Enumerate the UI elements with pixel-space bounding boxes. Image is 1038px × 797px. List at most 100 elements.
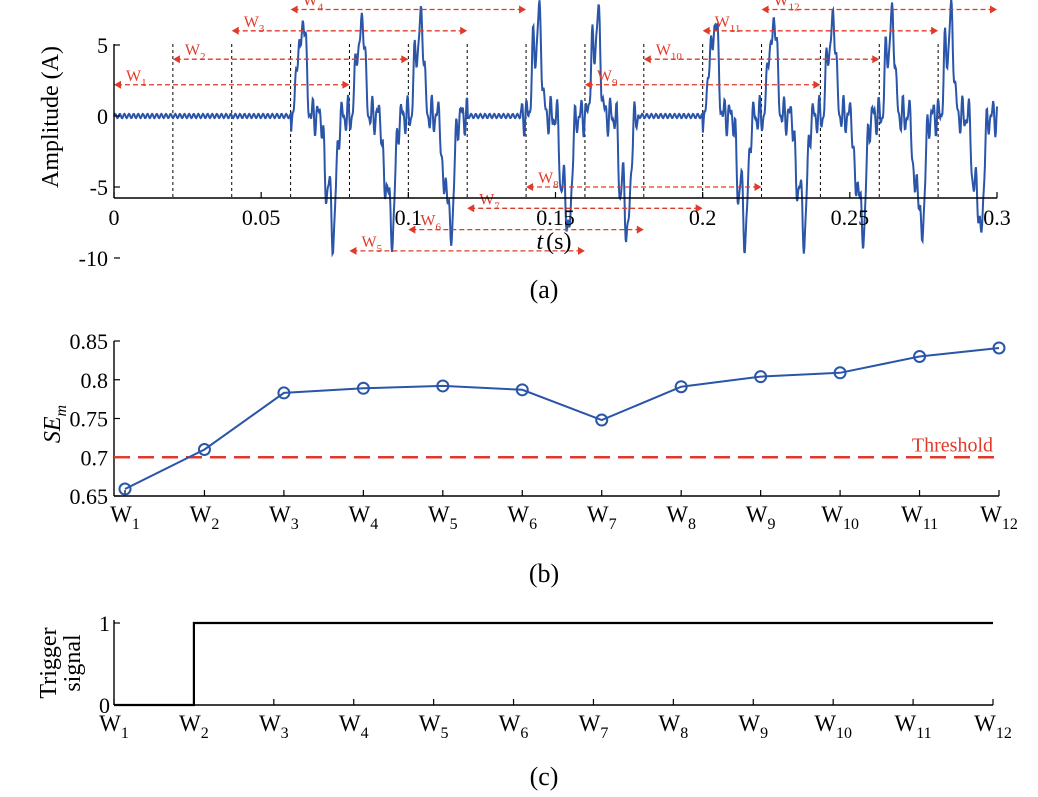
panel-b-x-tick-label-9-sub: 9	[767, 516, 775, 533]
se-point-11	[913, 350, 927, 363]
panel-c-x-tick-label-1-sub: 1	[121, 725, 129, 742]
panel-b-y-tick-label-1: 0.8	[81, 368, 109, 393]
panel-a-x-tick-label-1: 0.05	[242, 205, 281, 230]
se-point-5	[436, 379, 450, 393]
panel-b-x-tick-label-6-sub: 6	[529, 516, 537, 533]
window-label-7-base: W	[479, 191, 495, 208]
window-label-8-sub: 8	[553, 179, 559, 191]
se-point-10	[833, 366, 847, 380]
x-axis-variable: t	[537, 229, 545, 255]
window-label-3: W3	[244, 14, 265, 35]
window-label-7: W7	[479, 191, 500, 212]
window-arrow-head-left-4	[290, 5, 298, 14]
panel-c-x-tick-label-9-sub: 9	[760, 725, 768, 742]
panel-c-x-tick-label-5-base: W	[419, 711, 441, 736]
window-label-3-base: W	[244, 14, 260, 31]
window-arrow-head-right-2	[401, 55, 409, 64]
panel-a-axes: 00.050.10.150.20.250.31050-5-10	[79, 33, 1011, 271]
y-axis-symbol: SE	[40, 416, 66, 443]
window-arrow-head-right-8	[754, 183, 762, 191]
panel-a-x-tick-label-2: 0.1	[395, 205, 423, 230]
panel-b-x-tick-label-8-base: W	[666, 502, 688, 527]
panel-b-x-tick-label-5: W5	[428, 502, 458, 533]
window-label-4: W4	[303, 0, 324, 14]
se-point-2	[197, 443, 211, 456]
trigger-signal-line	[114, 621, 993, 707]
window-label-4-sub: 4	[318, 2, 324, 14]
se-point-1	[118, 482, 132, 496]
panel-c-x-tick-label-2-sub: 2	[201, 725, 209, 742]
panel-b-x-tick-label-10-sub: 10	[843, 516, 859, 533]
panel-c-x-tick-label-1-base: W	[99, 711, 121, 736]
window-label-12-sub: 12	[789, 2, 800, 14]
panel-c-caption: (c)	[530, 762, 559, 791]
window-label-5-sub: 5	[377, 243, 383, 255]
panel-a-x-tick-label-5: 0.25	[831, 205, 870, 230]
window-label-6-base: W	[420, 213, 436, 230]
panel-b-x-tick-label-2-sub: 2	[211, 516, 219, 533]
panel-b-y-tick-label-0: 0.85	[70, 329, 109, 354]
panel-b-x-tick-label-11-base: W	[901, 502, 923, 527]
window-label-2-base: W	[185, 42, 201, 59]
panel-c-x-tick-label-11-base: W	[895, 711, 917, 736]
window-arrow-head-right-10	[872, 55, 880, 64]
panel-b-x-tick-label-5-base: W	[428, 502, 450, 527]
window-arrow-head-left-1	[114, 80, 121, 89]
window-label-10-base: W	[656, 42, 672, 59]
panel-a-caption: (a)	[530, 275, 559, 304]
panel-b-x-tick-label-3: W3	[269, 502, 299, 533]
window-label-12-base: W	[774, 0, 790, 10]
panel-a-y-tick-label-2: 0	[97, 104, 108, 129]
panel-b-x-tick-label-4-base: W	[349, 502, 371, 527]
panel-c-x-tick-label-9-base: W	[738, 711, 760, 736]
window-arrow-head-left-6	[408, 225, 416, 234]
panel-a-y-tick-label-3: -5	[90, 175, 108, 200]
panel-c-x-tick-label-3-base: W	[259, 711, 281, 736]
window-label-12: W12	[774, 0, 800, 14]
window-label-1: W1	[126, 68, 147, 89]
panel-b-x-tick-label-11: W11	[901, 502, 938, 533]
x-axis-unit: (s)	[546, 229, 571, 255]
panel-b-caption: (b)	[529, 559, 559, 588]
window-arrow-head-right-4	[519, 5, 527, 14]
panel-b-x-tick-label-1-sub: 1	[132, 516, 140, 533]
panel-c-y-axis-label-line1: Trigger	[36, 627, 62, 698]
panel-b-x-tick-label-4-sub: 4	[370, 516, 378, 533]
window-arrow-head-right-9	[813, 80, 821, 89]
window-arrow-head-right-7	[695, 204, 703, 213]
se-series-markers	[118, 341, 1006, 496]
panel-b-x-tick-label-12-base: W	[980, 502, 1002, 527]
panel-b-x-tick-label-2-base: W	[190, 502, 212, 527]
se-point-3	[277, 386, 291, 400]
panel-a-x-axis-label: t (s)	[537, 229, 572, 255]
window-arrow-head-right-3	[460, 26, 468, 35]
window-label-9-base: W	[597, 68, 613, 85]
window-label-7-sub: 7	[494, 200, 500, 212]
window-label-5-base: W	[361, 234, 377, 251]
panel-c-x-tick-label-9: W9	[738, 711, 768, 742]
window-label-3-sub: 3	[259, 23, 265, 35]
panel-c-x-tick-label-5: W5	[419, 711, 449, 742]
panel-c-x-tick-label-3-sub: 3	[281, 725, 289, 742]
panel-a-y-axis-label: Amplitude (A)	[38, 46, 64, 188]
panel-c-x-tick-label-7-base: W	[579, 711, 601, 736]
panel-c-x-tick-label-11: W11	[895, 711, 932, 742]
window-arrow-head-right-5	[577, 246, 585, 255]
window-dividers	[172, 44, 939, 198]
panel-c-x-tick-label-10-sub: 10	[836, 725, 852, 742]
panel-c-x-tick-label-4-base: W	[339, 711, 361, 736]
window-label-4-base: W	[303, 0, 319, 10]
window-label-8-base: W	[538, 170, 554, 187]
panel-c-x-tick-label-2-base: W	[179, 711, 201, 736]
se-point-6	[515, 383, 529, 397]
se-point-9	[754, 370, 768, 384]
window-arrow-head-left-9	[584, 80, 592, 89]
window-arrow-head-right-1	[342, 80, 350, 89]
panel-c-x-tick-label-3: W3	[259, 711, 289, 742]
window-label-2-sub: 2	[200, 51, 206, 63]
panel-a-x-tick-label-0: 0	[109, 205, 120, 230]
